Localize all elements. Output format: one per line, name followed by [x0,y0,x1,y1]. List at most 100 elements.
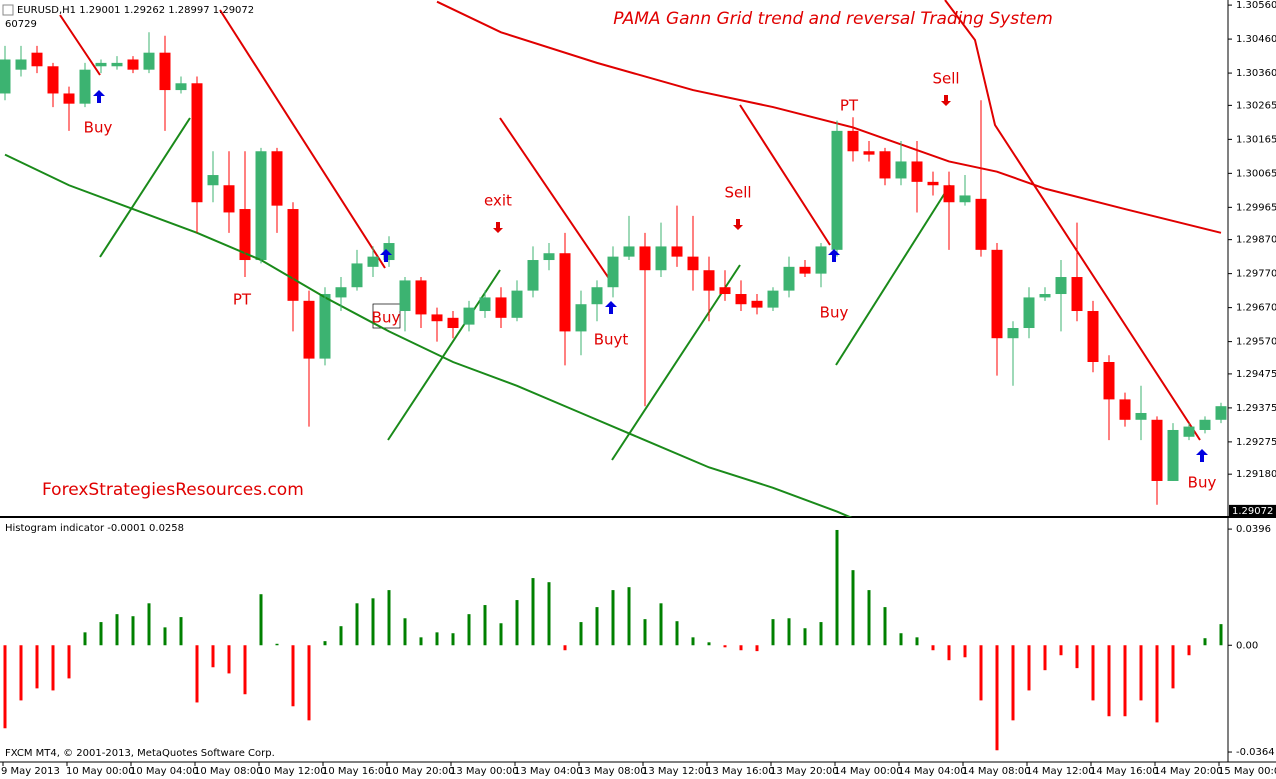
x-tick-label: 10 May 12:00 [258,766,327,777]
watermark: ForexStrategiesResources.com [42,480,304,500]
x-tick-label: 14 May 20:00 [1154,766,1223,777]
histogram-bar [1011,645,1015,721]
y-tick-label: 0.0396 [1236,524,1271,535]
histogram-bar [1075,645,1079,669]
histogram-bar [803,628,807,646]
x-tick-label: 13 May 04:00 [514,766,583,777]
histogram-bar [1203,638,1207,646]
histogram-bar [1027,645,1031,691]
buy-arrow [93,90,105,103]
histogram-bar [1171,645,1175,689]
annotation: Buy [372,309,401,327]
histogram-bar [291,645,295,707]
sell-arrow [941,95,951,106]
x-tick-label: 14 May 16:00 [1090,766,1159,777]
annotation: PT [233,291,252,309]
histogram-bar [579,622,583,646]
y-tick-label: 1.30560 [1236,0,1276,11]
histogram-bar [947,645,951,661]
x-tick-label: 10 May 20:00 [386,766,455,777]
histogram-bar [99,622,103,646]
symbol-info-2: 60729 [5,19,37,30]
histogram-bar [899,633,903,646]
gann-line [59,14,101,76]
buy-arrow [380,249,392,262]
sell-arrow [493,222,503,233]
y-tick-label: 1.29770 [1236,269,1276,280]
histogram-bar [675,621,679,646]
y-tick-label: 1.30165 [1236,134,1276,145]
y-tick-label: 1.30065 [1236,168,1276,179]
y-tick-label: 1.29570 [1236,337,1276,348]
histogram-bar [531,578,535,646]
histogram-bar [387,590,391,646]
histogram-bar [835,529,839,646]
histogram-bar [771,619,775,646]
histogram-bar [1187,645,1191,656]
gann-line [835,184,951,366]
histogram-bar [739,645,743,651]
annotation: Buy [1188,474,1217,492]
histogram-bar [51,645,55,691]
moving-average [4,153,853,517]
histogram-bar [787,618,791,646]
histogram-bar [67,645,71,679]
histogram-bar [963,645,967,658]
buy-arrow [828,249,840,262]
x-tick-label: 9 May 2013 [1,766,60,777]
histogram-bar [611,590,615,646]
x-tick-label: 14 May 12:00 [1026,766,1095,777]
gann-line [944,0,1201,441]
y-tick-label: 1.29275 [1236,437,1276,448]
x-tick-label: 14 May 08:00 [962,766,1031,777]
histogram-bar [259,594,263,646]
histogram-bar [1043,645,1047,671]
y-tick-label: 1.29375 [1236,403,1276,414]
x-tick-label: 13 May 20:00 [770,766,839,777]
histogram-bar [915,637,919,646]
x-tick-label: 10 May 04:00 [130,766,199,777]
histogram-bar [243,645,247,695]
histogram-bar [83,632,87,646]
y-tick-label: 1.29670 [1236,303,1276,314]
histogram-bar [147,603,151,646]
histogram-bar [1091,645,1095,701]
histogram-bar [851,570,855,646]
histogram-bar [323,641,327,646]
histogram-bar [819,622,823,646]
histogram-bar [467,614,471,646]
histogram-bar [371,598,375,646]
x-tick-label: 13 May 00:00 [450,766,519,777]
indicator-title: Histogram indicator -0.0001 0.0258 [5,523,184,534]
histogram-bar [131,616,135,646]
histogram-bar [451,633,455,646]
histogram-bar [515,600,519,646]
histogram-bar [163,627,167,646]
annotation: Buy [84,119,113,137]
histogram-bar [643,619,647,646]
annotation: Buyt [594,331,629,349]
annotation: Buy [820,304,849,322]
x-tick-label: 10 May 08:00 [194,766,263,777]
histogram-bar [931,645,935,651]
annotation: Sell [932,70,959,88]
gann-line [99,117,191,258]
histogram-bar [995,645,999,751]
gann-line [611,264,741,461]
histogram-bar [723,645,727,648]
histogram-bar [499,623,503,646]
y-tick-label: 1.29180 [1236,469,1276,480]
y-tick-label: 1.30460 [1236,34,1276,45]
x-tick-label: 13 May 12:00 [642,766,711,777]
histogram-bar [115,614,119,646]
y-tick-label: 1.30265 [1236,100,1276,111]
histogram-bar [227,645,231,674]
histogram-bar [435,632,439,646]
x-tick-label: 14 May 00:00 [834,766,903,777]
x-tick-label: 13 May 08:00 [578,766,647,777]
x-tick-label: 13 May 16:00 [706,766,775,777]
y-tick-label: 1.29475 [1236,369,1276,380]
histogram-bar [979,645,983,701]
buy-arrow [605,301,617,314]
